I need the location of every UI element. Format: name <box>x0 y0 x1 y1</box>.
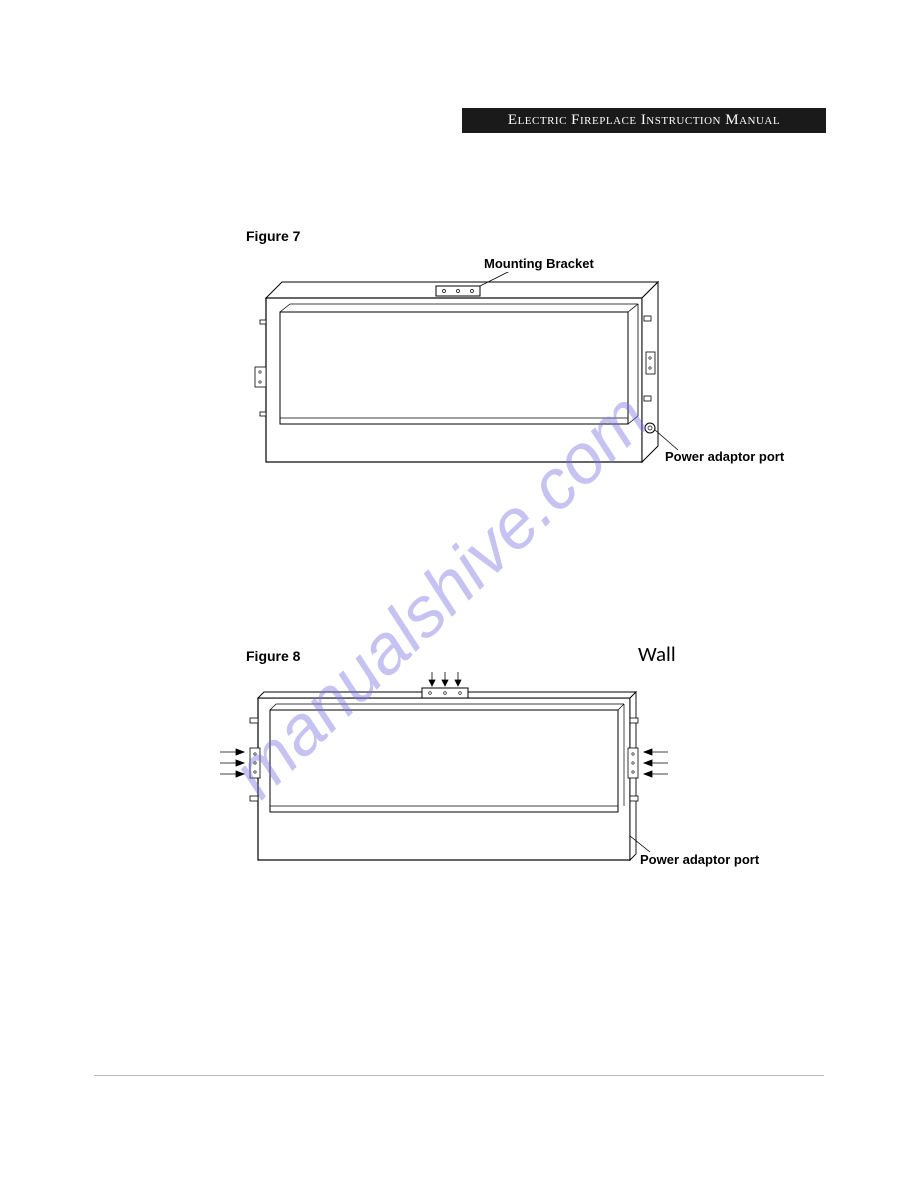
figure7-mounting-bracket-label: Mounting Bracket <box>484 256 594 271</box>
header-title-text: Electric Fireplace Instruction Manual <box>508 112 780 128</box>
figure7-power-port-label: Power adaptor port <box>665 449 784 464</box>
header-title-bar: Electric Fireplace Instruction Manual <box>462 108 826 133</box>
figure8-wall-label: Wall <box>638 641 676 667</box>
figure8-caption: Figure 8 <box>246 648 300 664</box>
figure8-power-port-label: Power adaptor port <box>640 852 759 867</box>
footer-divider <box>94 1075 824 1076</box>
figure7-diagram <box>240 272 680 487</box>
manual-page: Electric Fireplace Instruction Manual Fi… <box>0 0 918 1188</box>
figure8-diagram <box>200 668 680 878</box>
figure7-caption: Figure 7 <box>246 228 300 244</box>
